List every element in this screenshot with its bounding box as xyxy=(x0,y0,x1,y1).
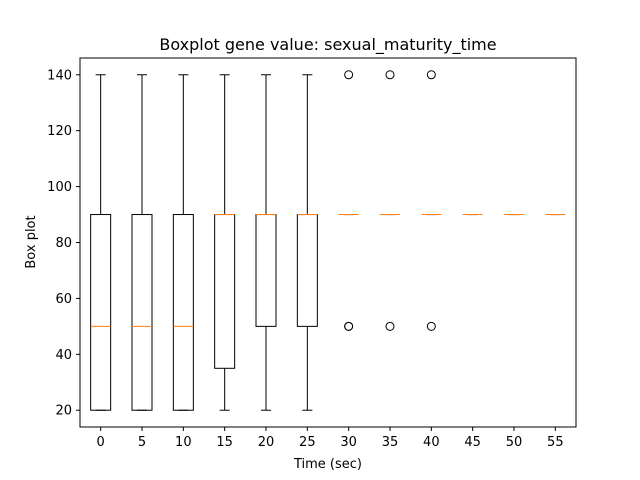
x-tick-label: 35 xyxy=(382,435,399,450)
y-axis: 20 40 60 80 100 120 140 xyxy=(47,68,80,419)
box-group-40 xyxy=(421,70,442,331)
x-tick-label: 10 xyxy=(175,435,192,450)
x-tick-label: 45 xyxy=(464,435,481,450)
y-tick-label: 140 xyxy=(47,68,72,83)
x-tick-label: 20 xyxy=(258,435,275,450)
y-tick-label: 100 xyxy=(47,180,72,195)
outlier-point xyxy=(344,70,354,80)
box-group-30 xyxy=(338,70,359,331)
box xyxy=(131,214,153,411)
outlier-point xyxy=(426,70,436,80)
y-tick-label: 20 xyxy=(55,404,72,419)
x-tick-label: 40 xyxy=(423,435,440,450)
y-tick-label: 80 xyxy=(55,236,72,251)
outlier-point xyxy=(385,70,395,80)
outlier-point xyxy=(385,321,395,331)
box-group-25 xyxy=(296,74,318,411)
box xyxy=(296,214,318,327)
box xyxy=(90,214,112,411)
outlier-point xyxy=(426,321,436,331)
box-group-5 xyxy=(131,74,153,411)
box-group-10 xyxy=(172,74,194,411)
plot-area xyxy=(90,70,566,411)
box-group-20 xyxy=(255,74,277,411)
x-axis: 0 5 10 15 20 25 30 35 40 45 50 55 xyxy=(97,427,564,450)
box xyxy=(255,214,277,327)
x-tick-label: 30 xyxy=(340,435,357,450)
y-tick-label: 60 xyxy=(55,292,72,307)
x-axis-label: Time (sec) xyxy=(293,457,362,472)
y-axis-label: Box plot xyxy=(24,215,39,268)
x-tick-label: 5 xyxy=(138,435,146,450)
x-tick-label: 25 xyxy=(299,435,316,450)
box xyxy=(172,214,194,411)
y-tick-label: 40 xyxy=(55,348,72,363)
y-tick-label: 120 xyxy=(47,124,72,139)
chart-title: Boxplot gene value: sexual_maturity_time xyxy=(159,35,496,55)
outlier-point xyxy=(344,321,354,331)
axes-frame xyxy=(79,57,577,428)
x-tick-label: 50 xyxy=(506,435,523,450)
x-tick-label: 15 xyxy=(216,435,233,450)
box-group-0 xyxy=(90,74,112,411)
x-tick-label: 55 xyxy=(547,435,564,450)
box xyxy=(214,214,236,369)
x-tick-label: 0 xyxy=(97,435,105,450)
box-group-35 xyxy=(380,70,400,331)
box-group-15 xyxy=(214,74,236,411)
